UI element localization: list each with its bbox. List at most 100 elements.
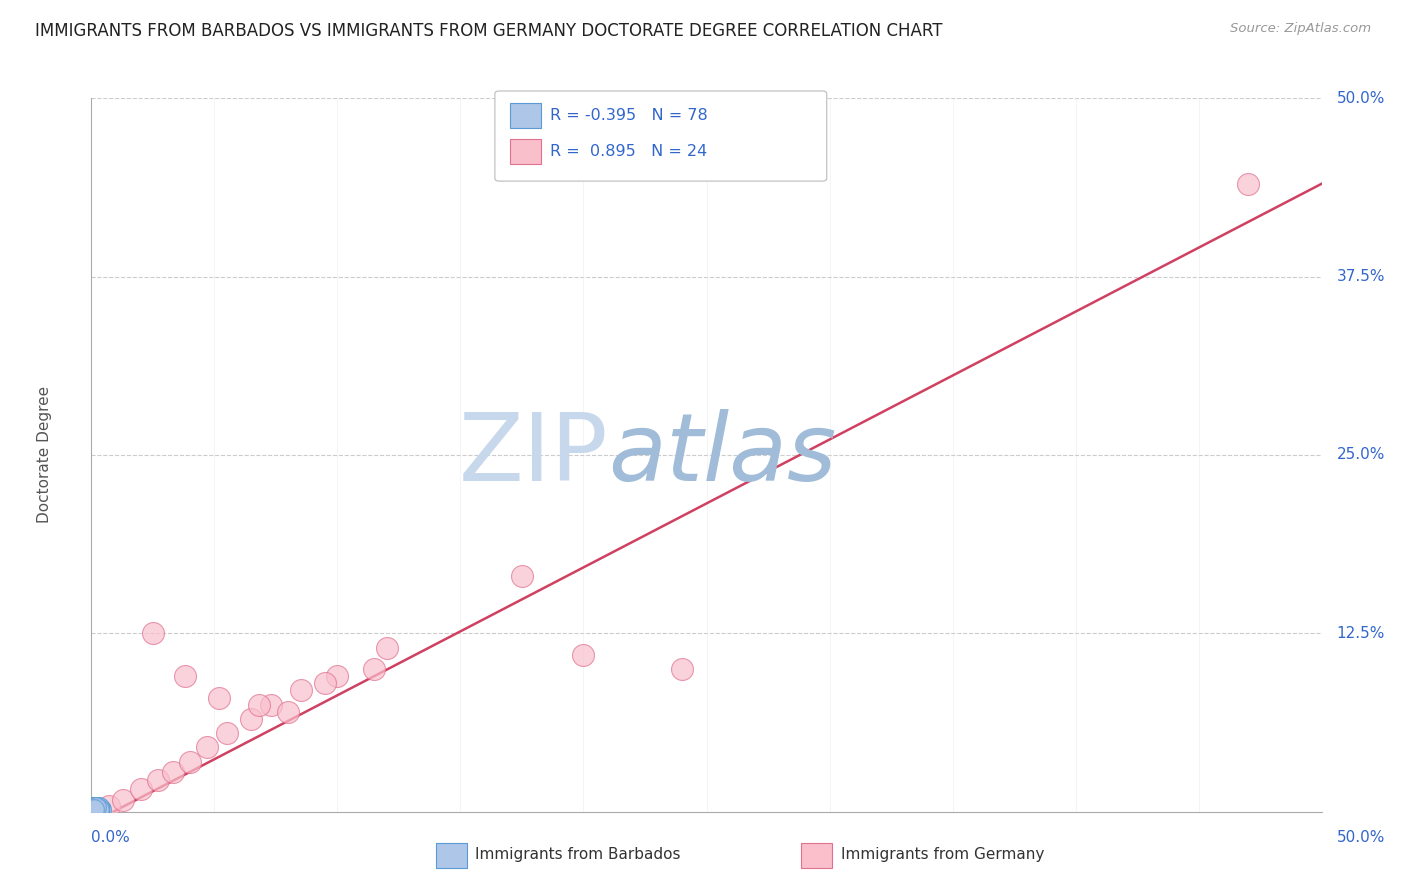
Point (87, 802, 110, 816)
Text: 12.5%: 12.5% (1336, 626, 1385, 640)
Point (83, 803, 105, 817)
Point (86, 802, 108, 816)
Text: 37.5%: 37.5% (1336, 269, 1385, 284)
Text: R =  0.895   N = 24: R = 0.895 N = 24 (550, 145, 707, 159)
Point (83, 802, 105, 816)
Point (87, 802, 110, 816)
Point (87, 803, 110, 817)
Text: IMMIGRANTS FROM BARBADOS VS IMMIGRANTS FROM GERMANY DOCTORATE DEGREE CORRELATION: IMMIGRANTS FROM BARBADOS VS IMMIGRANTS F… (35, 22, 942, 40)
Point (83, 803, 105, 817)
Point (83, 803, 105, 817)
Point (83, 803, 105, 817)
Point (375, 640, 398, 655)
Point (83, 800, 105, 814)
Point (83, 800, 105, 814)
Point (86, 803, 108, 817)
Text: R = -0.395   N = 78: R = -0.395 N = 78 (550, 109, 707, 123)
Point (86, 802, 108, 816)
Point (83, 803, 105, 817)
Point (247, 698, 270, 712)
Point (83, 802, 105, 816)
Point (87, 803, 110, 817)
Point (86, 800, 108, 814)
Point (83, 800, 105, 814)
Text: 25.0%: 25.0% (1336, 448, 1385, 462)
Point (83, 800, 105, 814)
Text: 0.0%: 0.0% (91, 830, 131, 845)
Point (83, 803, 105, 817)
Text: Doctorate Degree: Doctorate Degree (37, 386, 52, 524)
Point (215, 726, 238, 740)
Point (363, 662, 385, 676)
Point (86, 802, 108, 816)
Point (260, 698, 283, 712)
Point (86, 803, 108, 817)
Point (86, 803, 108, 817)
Point (314, 676, 336, 690)
Point (87, 803, 110, 817)
Point (86, 800, 108, 814)
Point (86, 800, 108, 814)
Point (83, 802, 105, 816)
Point (86, 800, 108, 814)
Point (86, 803, 108, 817)
Point (87, 802, 110, 816)
Point (83, 802, 105, 816)
Point (86, 803, 108, 817)
Point (87, 802, 110, 816)
Text: Immigrants from Barbados: Immigrants from Barbados (475, 847, 681, 862)
Point (87, 802, 110, 816)
Point (83, 802, 105, 816)
Point (83, 803, 105, 817)
Point (86, 800, 108, 814)
Point (86, 802, 108, 816)
Point (208, 690, 231, 705)
Point (86, 802, 108, 816)
Point (97, 799, 120, 814)
Text: Source: ZipAtlas.com: Source: ZipAtlas.com (1230, 22, 1371, 36)
Point (87, 803, 110, 817)
Point (86, 802, 108, 816)
Point (179, 755, 201, 769)
Point (174, 669, 197, 683)
Point (510, 569, 533, 583)
Point (87, 802, 110, 816)
Point (90, 802, 112, 816)
Point (87, 802, 110, 816)
Text: 50.0%: 50.0% (1336, 91, 1385, 105)
Text: atlas: atlas (607, 409, 837, 500)
Point (290, 683, 312, 698)
Point (86, 800, 108, 814)
Point (129, 781, 152, 796)
Point (83, 803, 105, 817)
Point (86, 803, 108, 817)
Point (572, 648, 595, 662)
Point (86, 802, 108, 816)
Point (86, 803, 108, 817)
Point (83, 802, 105, 816)
Point (87, 800, 110, 814)
Point (1237, 177, 1260, 191)
Point (86, 802, 108, 816)
Text: ZIP: ZIP (458, 409, 607, 501)
Point (87, 803, 110, 817)
Text: Immigrants from Germany: Immigrants from Germany (841, 847, 1045, 862)
Point (240, 712, 263, 726)
Point (86, 803, 108, 817)
Point (83, 802, 105, 816)
Point (86, 803, 108, 817)
Point (277, 705, 299, 719)
Point (90, 803, 112, 817)
Point (83, 803, 105, 817)
Point (162, 764, 184, 779)
Point (142, 626, 165, 640)
Point (83, 800, 105, 814)
Point (86, 802, 108, 816)
Point (83, 802, 105, 816)
Point (671, 662, 693, 676)
Point (195, 740, 218, 755)
Point (87, 802, 110, 816)
Point (86, 802, 108, 816)
Point (83, 800, 105, 814)
Point (112, 793, 135, 807)
